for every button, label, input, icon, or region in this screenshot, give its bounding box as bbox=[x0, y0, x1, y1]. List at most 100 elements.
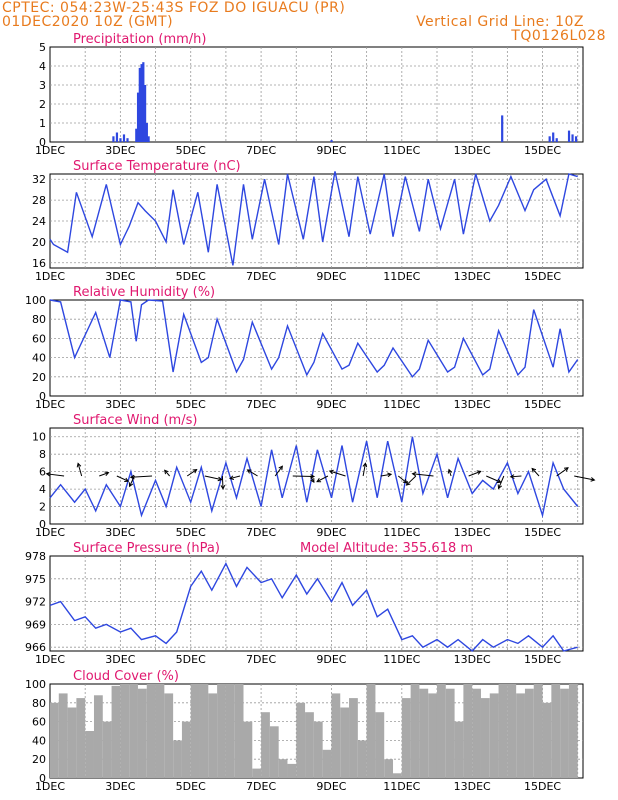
wind-arrow-head bbox=[316, 478, 322, 483]
wind-arrow bbox=[574, 475, 595, 481]
cloud-bar bbox=[340, 707, 350, 778]
precip-bar bbox=[136, 92, 140, 142]
x-tick-label: 13DEC bbox=[454, 653, 491, 666]
x-tick-label: 9DEC bbox=[316, 780, 346, 793]
precip-bar bbox=[138, 67, 141, 142]
wind-arrow bbox=[510, 475, 522, 478]
precip-bar bbox=[112, 136, 115, 142]
precip-bar bbox=[126, 138, 129, 142]
cloud-bar bbox=[375, 712, 385, 778]
y-tick-label: 28 bbox=[32, 194, 46, 207]
cloud-bar bbox=[305, 712, 314, 778]
cloud-bar bbox=[384, 759, 394, 778]
cloud-bar bbox=[225, 684, 235, 778]
cloud-bar bbox=[58, 693, 68, 778]
cloud-bar bbox=[146, 684, 156, 778]
x-tick-label: 15DEC bbox=[524, 780, 561, 793]
x-tick-label: 7DEC bbox=[246, 144, 276, 157]
wind-arrow bbox=[498, 475, 505, 489]
wind-arrow-head bbox=[405, 481, 411, 486]
cloud-bar bbox=[489, 693, 499, 778]
wind-arrow bbox=[129, 475, 135, 487]
panel-title: Surface Wind (m/s) bbox=[73, 413, 197, 428]
x-tick-label: 11DEC bbox=[383, 144, 420, 157]
cloud-bar bbox=[76, 698, 86, 778]
x-tick-label: 7DEC bbox=[246, 270, 276, 283]
x-tick-label: 7DEC bbox=[246, 398, 276, 411]
x-tick-label: 11DEC bbox=[383, 270, 420, 283]
model-altitude-label: Model Altitude: 355.618 m bbox=[300, 541, 473, 556]
x-tick-label: 13DEC bbox=[454, 398, 491, 411]
y-tick-label: 100 bbox=[25, 294, 46, 307]
cloud-bar bbox=[269, 726, 279, 778]
cloud-bar bbox=[366, 684, 376, 778]
x-tick-label: 15DEC bbox=[524, 270, 561, 283]
run-datetime: 01DEC2020 10Z (GMT) bbox=[2, 14, 174, 30]
cloud-bar bbox=[296, 702, 306, 778]
x-tick-label: 11DEC bbox=[383, 526, 420, 539]
cloud-bar bbox=[50, 702, 59, 778]
cloud-bar bbox=[190, 684, 200, 778]
series-line bbox=[49, 171, 578, 266]
panel-6: 0 20 40 60 80 100 1DEC 3DEC 5DEC 7DEC 9DEC 11DEC 13D… bbox=[25, 669, 584, 793]
y-tick-label: 32 bbox=[32, 173, 46, 186]
cloud-bar bbox=[524, 688, 534, 778]
cloud-bar bbox=[313, 721, 323, 778]
panel-title: Surface Temperature (nC) bbox=[73, 159, 241, 174]
x-tick-label: 5DEC bbox=[176, 526, 206, 539]
x-tick-label: 5DEC bbox=[176, 398, 206, 411]
wind-arrow-head bbox=[328, 469, 334, 475]
cloud-bar bbox=[85, 731, 94, 778]
cloud-bar bbox=[111, 685, 121, 778]
wind-arrow bbox=[531, 468, 540, 477]
wind-arrow-head bbox=[45, 471, 51, 477]
panel-2: 16 20 24 28 32 1DEC 3DEC 5DEC 7DEC 9DEC 11DEC 13DEC… bbox=[32, 159, 584, 283]
y-tick-label: 1 bbox=[39, 117, 46, 130]
cloud-bar bbox=[243, 721, 253, 778]
plot-frame bbox=[49, 299, 584, 397]
cloud-bar bbox=[322, 749, 332, 778]
cloud-bar bbox=[542, 702, 552, 778]
wind-arrow-head bbox=[278, 465, 283, 471]
y-tick-label: 4 bbox=[39, 483, 46, 496]
cloud-bar bbox=[129, 684, 138, 778]
wind-arrow-head bbox=[104, 471, 110, 476]
cloud-bar bbox=[120, 684, 130, 778]
cloud-bar bbox=[137, 688, 147, 778]
wind-arrow-head bbox=[476, 470, 482, 475]
station-info: CPTEC: 054:23W-25:43S FOZ DO IGUACU (PR) bbox=[2, 0, 346, 16]
cloud-bar bbox=[164, 693, 174, 778]
wind-arrow bbox=[486, 475, 501, 483]
cloud-bar bbox=[181, 721, 191, 778]
y-tick-label: 60 bbox=[32, 332, 46, 345]
wind-arrow-head bbox=[128, 482, 134, 488]
wind-arrow bbox=[204, 475, 222, 481]
wind-arrow-head bbox=[220, 484, 226, 490]
wind-arrow-head bbox=[246, 469, 252, 474]
precip-bar bbox=[142, 62, 145, 143]
x-tick-label: 9DEC bbox=[316, 526, 346, 539]
precip-bar bbox=[571, 134, 574, 142]
x-tick-label: 5DEC bbox=[176, 144, 206, 157]
wind-arrow bbox=[130, 475, 153, 478]
cloud-bar bbox=[454, 721, 464, 778]
cloud-bar bbox=[331, 693, 341, 778]
cloud-bar bbox=[401, 698, 411, 778]
cloud-bar bbox=[155, 684, 165, 778]
wind-arrow bbox=[247, 469, 258, 477]
precip-bar bbox=[548, 136, 551, 142]
y-tick-label: 2 bbox=[39, 501, 46, 514]
wind-arrow-head bbox=[124, 477, 130, 482]
y-tick-label: 80 bbox=[32, 697, 46, 710]
cloud-bar bbox=[480, 698, 490, 778]
cloud-bar bbox=[102, 721, 112, 778]
cloud-bar bbox=[217, 684, 226, 778]
x-tick-label: 13DEC bbox=[454, 780, 491, 793]
precip-bar bbox=[330, 140, 333, 142]
wind-arrow bbox=[186, 469, 197, 477]
panel-4: 0 2 4 6 8 10 1DEC 3DEC 5DEC 7DEC 9DEC 11DEC 13DEC 15D… bbox=[32, 413, 596, 539]
cloud-bar bbox=[357, 740, 367, 778]
y-tick-label: 0 bbox=[39, 518, 46, 531]
wind-arrow-head bbox=[387, 472, 393, 478]
cloud-bar bbox=[278, 759, 288, 778]
